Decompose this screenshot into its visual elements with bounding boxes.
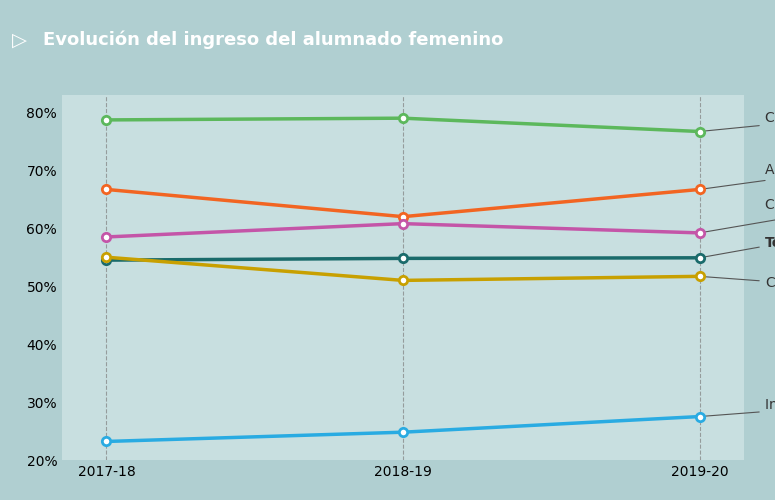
Text: Ingeniería y Arquitectura: Ingeniería y Arquitectura: [702, 398, 775, 416]
Text: ▷: ▷: [12, 30, 27, 50]
Text: Artes y Humanidades: Artes y Humanidades: [702, 164, 775, 189]
Text: Ciencias Sociales y Jurídicas: Ciencias Sociales y Jurídicas: [702, 198, 775, 232]
Text: Evolución del ingreso del alumnado femenino: Evolución del ingreso del alumnado femen…: [43, 31, 503, 50]
Text: Ciencias de la Salud: Ciencias de la Salud: [702, 111, 775, 131]
Text: Total: Total: [702, 236, 775, 258]
Text: Ciencias: Ciencias: [702, 276, 775, 290]
